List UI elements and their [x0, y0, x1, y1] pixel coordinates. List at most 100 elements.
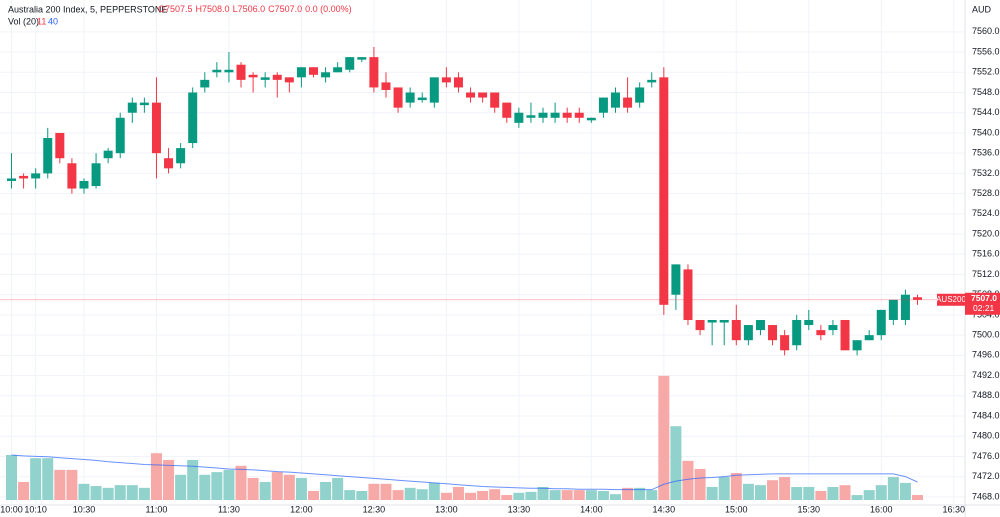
candle-body: [828, 325, 838, 331]
volume-bar: [815, 491, 827, 500]
volume-bar: [779, 477, 791, 500]
volume-bar: [150, 453, 162, 500]
volume-bar: [682, 460, 694, 500]
volume-bar: [634, 487, 646, 500]
candle-body: [647, 79, 657, 83]
ohlc-value: 0.0 (0.00%): [305, 4, 352, 14]
y-tick-label: 7524.0: [972, 208, 1000, 218]
candle-body: [453, 77, 463, 88]
volume-bar: [404, 487, 416, 500]
volume-bar: [126, 485, 138, 500]
volume-bar: [718, 477, 730, 500]
volume-bar: [646, 490, 658, 500]
candle-body: [502, 102, 512, 118]
candle-body: [248, 74, 258, 78]
candle-body: [429, 77, 439, 103]
volume-bar: [730, 473, 742, 500]
candle-body: [236, 64, 246, 80]
volume-bar: [452, 486, 464, 500]
ohlc-value: L7506.0: [233, 4, 266, 14]
y-tick-label: 7556.0: [972, 46, 1000, 56]
volume-bar: [501, 495, 513, 500]
volume-bar: [767, 480, 779, 500]
volume-ma-value: 40: [48, 16, 58, 26]
candle-body: [514, 112, 524, 123]
volume-bar: [428, 482, 440, 500]
volume-bar: [211, 472, 223, 500]
x-tick-label: 12:30: [363, 504, 386, 514]
candle-body: [417, 97, 427, 101]
candle-body: [127, 102, 137, 113]
volume-bar: [163, 459, 175, 500]
candle-body: [876, 309, 886, 336]
volume-label: Vol (20): [8, 16, 39, 26]
volume-bar: [549, 490, 561, 500]
candle-body: [309, 67, 318, 75]
volume-bar: [54, 469, 66, 500]
candle-body: [719, 319, 729, 323]
candle-body: [852, 340, 862, 351]
candle-body: [586, 117, 596, 121]
y-tick-label: 7560.0: [972, 26, 1000, 36]
candle-body: [260, 77, 270, 80]
candle-body: [7, 178, 16, 181]
candle-body: [538, 112, 548, 118]
candle-body: [659, 77, 669, 305]
volume-bar: [416, 489, 428, 500]
candle-body: [574, 112, 584, 118]
x-tick-label: 14:00: [580, 504, 603, 514]
y-tick-label: 7544.0: [972, 107, 1000, 117]
volume-bar: [477, 491, 489, 500]
candle-body: [200, 79, 210, 88]
y-tick-label: 7496.0: [972, 350, 1000, 360]
ohlc-value: C7507.0: [268, 4, 302, 14]
y-tick-label: 7468.0: [972, 491, 1000, 501]
candle-body: [792, 319, 802, 346]
volume-bar: [791, 486, 803, 500]
volume-bar: [658, 375, 670, 500]
candle-body: [103, 150, 113, 159]
volume-bar: [887, 477, 899, 500]
candle-body: [43, 138, 53, 174]
candle-body: [743, 325, 753, 341]
volume-bar: [368, 483, 380, 500]
y-tick-label: 7520.0: [972, 228, 1000, 238]
volume-bar: [308, 491, 319, 500]
volume-bar: [78, 483, 90, 500]
volume-bar: [597, 491, 609, 500]
y-tick-label: 7484.0: [972, 410, 1000, 420]
candle-body: [91, 163, 101, 187]
volume-bar: [440, 492, 452, 500]
volume-bar: [102, 487, 114, 500]
volume-bar: [392, 490, 404, 500]
candle-body: [466, 92, 476, 98]
candle-body: [623, 97, 633, 108]
volume-bar: [525, 491, 537, 500]
volume-bar: [561, 490, 573, 500]
candle-body: [345, 57, 355, 70]
candle-body: [695, 319, 705, 331]
volume-bar: [271, 472, 283, 500]
volume-bar: [90, 486, 102, 500]
candle-body: [490, 92, 500, 108]
price-tag-bg: [965, 292, 1000, 315]
ohlc-value: H7508.0: [196, 4, 230, 14]
x-tick-label: 13:00: [435, 504, 458, 514]
volume-bar: [585, 490, 597, 500]
candle-body: [562, 112, 572, 118]
volume-bar: [863, 490, 875, 500]
price-axis-bg: [965, 0, 1000, 517]
x-tick-label: 15:30: [798, 504, 821, 514]
volume-bar: [259, 482, 271, 500]
candle-body: [393, 87, 403, 108]
x-tick-label: 16:30: [942, 504, 965, 514]
volume-bar: [18, 482, 30, 500]
y-tick-label: 7476.0: [972, 451, 1000, 461]
candle-body: [888, 299, 898, 320]
candle-body: [683, 269, 693, 320]
volume-bar: [803, 486, 815, 500]
candle-body: [164, 158, 174, 169]
y-tick-label: 7548.0: [972, 87, 1000, 97]
y-tick-label: 7552.0: [972, 67, 1000, 77]
candle-body: [67, 163, 77, 189]
